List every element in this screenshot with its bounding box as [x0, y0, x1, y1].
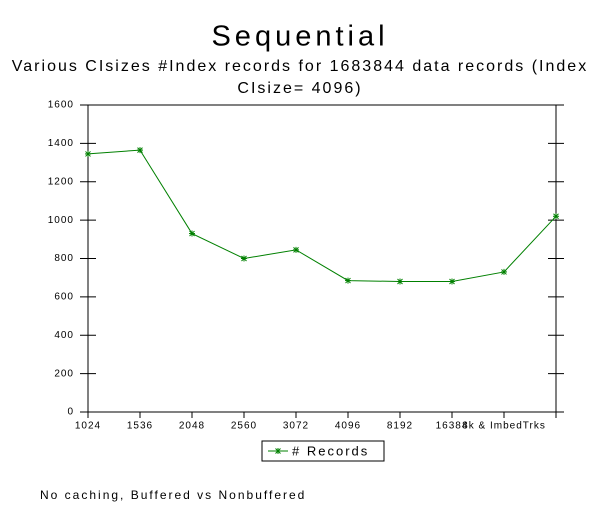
y-tick-label: 400: [54, 330, 74, 341]
y-tick-label: 1200: [48, 176, 74, 187]
chart-title: Sequential: [211, 21, 388, 53]
marker: [397, 278, 403, 285]
marker-stroke: [85, 151, 91, 157]
footnote: No caching, Buffered vs Nonbuffered: [40, 488, 307, 502]
plot-frame: [87, 104, 557, 413]
marker: [241, 255, 247, 262]
marker-stroke: [293, 247, 299, 253]
x-tick-label: 4096: [335, 421, 361, 432]
marker-stroke: [501, 269, 507, 275]
chart-subtitle: Various CIsizes #Index records for 16838…: [11, 58, 589, 97]
y-tick-label: 0: [67, 407, 74, 418]
marker: [85, 150, 91, 157]
x-tick-label: 2048: [179, 421, 205, 432]
marker: [189, 230, 195, 237]
marker-stroke: [275, 448, 281, 454]
x-tick-label: 3072: [283, 421, 309, 432]
x-tick-label: 8192: [387, 421, 413, 432]
y-tick-label: 1000: [48, 215, 74, 226]
x-tick-label: 8k & ImbedTrks: [462, 421, 546, 432]
x-tick-label: 1024: [75, 421, 101, 432]
marker-stroke: [449, 278, 455, 285]
series-line: [87, 149, 557, 283]
x-tick-label: 1536: [127, 421, 153, 432]
marker: [345, 277, 351, 284]
marker-stroke: [189, 230, 195, 237]
y-tick-label: 200: [54, 368, 74, 379]
x-tick-label: 16384: [436, 421, 469, 432]
marker-stroke: [241, 255, 247, 262]
marker: [501, 268, 507, 275]
y-tick-label: 800: [54, 253, 74, 264]
marker-stroke: [553, 213, 559, 220]
y-tick-label: 600: [54, 292, 74, 303]
x-tick-label: 2560: [231, 421, 257, 432]
chart: Sequential 0 200 400 600 800 1000 1200 1400 1600…: [48, 21, 564, 462]
legend-label: # Records: [292, 443, 369, 458]
marker-stroke: [137, 147, 143, 153]
y-tick-label: 1600: [48, 100, 74, 111]
marker: [275, 448, 281, 454]
marker-stroke: [345, 277, 351, 284]
legend-box: [261, 440, 385, 462]
marker: [137, 147, 143, 154]
y-tick-label: 1400: [48, 138, 74, 149]
marker-stroke: [397, 278, 403, 285]
marker: [553, 213, 559, 220]
marker: [449, 278, 455, 285]
marker: [293, 246, 299, 253]
